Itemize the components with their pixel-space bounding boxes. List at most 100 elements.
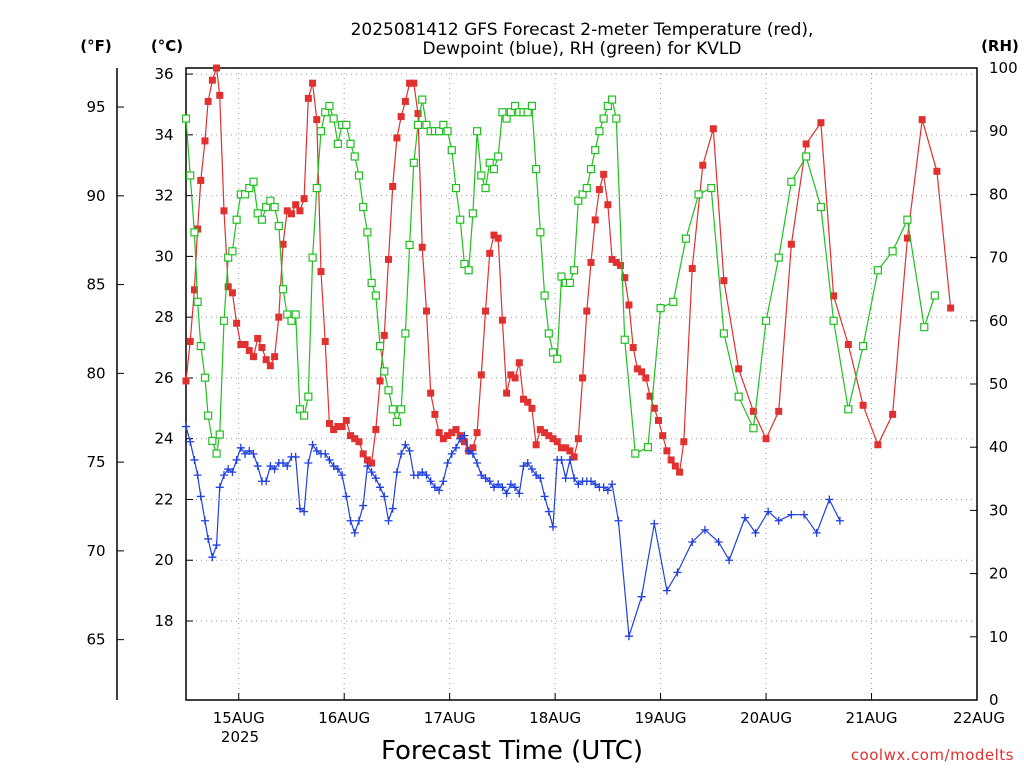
temperature-point [197, 176, 205, 184]
rh-point [456, 215, 465, 224]
temperature-point [918, 116, 926, 124]
celsius-tick-label: 36 [154, 65, 173, 83]
temperature-point [629, 344, 637, 352]
dewpoint-point [544, 507, 553, 516]
dewpoint-point [498, 483, 507, 492]
temperature-point [228, 289, 236, 297]
temperature-point [448, 429, 456, 437]
temperature-point [201, 137, 209, 145]
temperature-point [393, 134, 401, 142]
temperature-point [557, 444, 565, 452]
dewpoint-point [414, 471, 423, 480]
rh-point [215, 430, 224, 439]
celsius-tick-label: 30 [154, 247, 173, 265]
temperature-point [802, 140, 810, 148]
temperature-point [279, 240, 287, 248]
temperature-point [494, 234, 502, 242]
temperature-point [663, 447, 671, 455]
fahrenheit-tick-label: 80 [86, 364, 105, 382]
dewpoint-point [557, 455, 566, 464]
temperature-point [720, 277, 728, 285]
dewpoint-point [774, 516, 783, 525]
temperature-point [254, 334, 262, 342]
dewpoint-point [835, 516, 844, 525]
rh-point [489, 165, 499, 174]
dewpoint-point [249, 449, 258, 458]
dewpoint-point [714, 538, 723, 546]
dewpoint-point [624, 632, 633, 641]
rh-point [510, 101, 520, 111]
rh-point [350, 152, 359, 161]
x-tick-label: 16AUG [318, 709, 370, 727]
temperature-point [292, 201, 300, 209]
temperature-point [638, 368, 646, 376]
temperature-point [787, 240, 795, 248]
dewpoint-point [532, 471, 541, 480]
celsius-tick-label: 22 [154, 490, 173, 508]
temperature-point [947, 304, 955, 312]
dewpoint-point [673, 568, 682, 577]
temperature-point [830, 292, 838, 300]
rh-point [405, 240, 414, 250]
temperature-point [650, 404, 658, 412]
dewpoint-point [376, 483, 385, 492]
temperature-point [562, 444, 570, 452]
rh-point [464, 266, 473, 275]
dewpoint-point [401, 440, 410, 449]
rh-point [208, 436, 217, 445]
dewpoint-point [489, 483, 498, 492]
temperature-point [511, 374, 519, 382]
dewpoint-point [380, 492, 389, 501]
dewpoint-point [245, 446, 254, 455]
celsius-tick-label: 18 [154, 612, 173, 630]
dewpoint-point [506, 480, 515, 489]
dewpoint-point [215, 483, 224, 492]
rh-point [186, 171, 195, 180]
rh-unit-label: (RH) [981, 37, 1019, 55]
dewpoint-line [185, 426, 841, 637]
dewpoint-point [291, 452, 300, 461]
rh-point [858, 341, 868, 351]
rh-point [274, 221, 283, 231]
rh-point [774, 253, 783, 262]
dewpoint-point [511, 483, 520, 492]
rh-point [312, 183, 321, 193]
rh-point [316, 127, 326, 136]
temperature-point [439, 435, 447, 443]
dewpoint-point [363, 462, 372, 471]
rh-point [287, 316, 296, 325]
rh-point [212, 449, 221, 458]
temperature-point [486, 249, 494, 257]
temperature-point [330, 426, 338, 434]
temperature-point [625, 301, 633, 309]
temperature-point [587, 258, 595, 266]
rh-point [190, 228, 199, 237]
rh-point [308, 253, 317, 262]
dewpoint-point [422, 471, 431, 480]
dewpoint-point [740, 513, 749, 522]
rh-tick-label: 30 [989, 501, 1008, 519]
dewpoint-point [186, 437, 195, 446]
rh-point [844, 405, 853, 414]
temperature-point [503, 389, 511, 397]
x-tick-label: 15AUG [213, 709, 265, 727]
temperature-point [304, 94, 312, 102]
dewpoint-point [182, 422, 190, 431]
dewpoint-point [279, 459, 288, 467]
temperature-point [427, 389, 435, 397]
dewpoint-point [262, 477, 271, 486]
temperature-point [574, 435, 582, 443]
temperature-point [600, 170, 608, 178]
temperature-point [933, 167, 941, 175]
temperature-point [583, 307, 591, 315]
temperature-point [321, 337, 329, 345]
rh-point [591, 146, 600, 155]
fahrenheit-tick-label: 90 [86, 187, 105, 205]
fahrenheit-unit-label: (°F) [80, 37, 111, 55]
temperature-point [524, 398, 532, 406]
temperature-point [654, 416, 662, 424]
temperature-point [359, 450, 367, 458]
rh-point [595, 127, 604, 136]
temperature-point [384, 255, 392, 263]
dewpoint-point [204, 534, 213, 543]
